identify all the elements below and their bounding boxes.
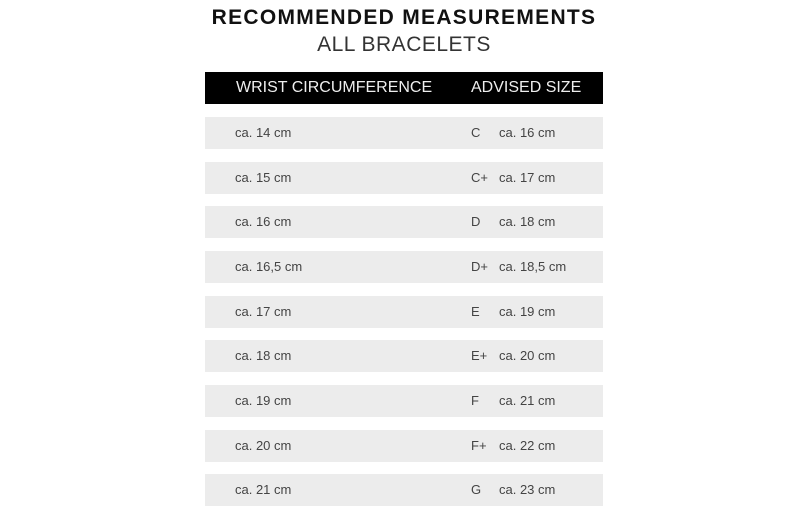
length-cell: ca. 21 cm [499,393,556,408]
size-cell: E+ [471,348,488,363]
wrist-cell: ca. 14 cm [235,125,292,140]
size-cell: F [471,393,479,408]
length-cell: ca. 16 cm [499,125,556,140]
length-cell: ca. 18,5 cm [499,259,567,274]
table-row: ca. 16,5 cm D+ ca. 18,5 cm [205,251,603,283]
size-cell: F+ [471,438,487,453]
length-cell: ca. 17 cm [499,170,556,185]
size-cell: C [471,125,481,140]
page-title: RECOMMENDED MEASUREMENTS [211,6,597,29]
size-cell: E [471,304,480,319]
header-size: ADVISED SIZE [471,79,582,96]
size-cell: D+ [471,259,488,274]
table-row: ca. 21 cm G ca. 23 cm [205,474,603,506]
size-cell: G [471,482,482,497]
length-cell: ca. 20 cm [499,348,556,363]
table-row: ca. 18 cm E+ ca. 20 cm [205,340,603,372]
wrist-cell: ca. 15 cm [235,170,292,185]
table-row: ca. 19 cm F ca. 21 cm [205,385,603,417]
size-cell: D [471,214,481,229]
wrist-cell: ca. 16 cm [235,214,292,229]
length-cell: ca. 22 cm [499,438,556,453]
wrist-cell: ca. 17 cm [235,304,292,319]
table-row: ca. 17 cm E ca. 19 cm [205,296,603,328]
size-cell: C+ [471,170,488,185]
table-row: ca. 16 cm D ca. 18 cm [205,206,603,238]
table-row: ca. 20 cm F+ ca. 22 cm [205,430,603,462]
header-wrist: WRIST CIRCUMFERENCE [236,79,433,96]
table-row: ca. 14 cm C ca. 16 cm [205,117,603,149]
length-cell: ca. 23 cm [499,482,556,497]
wrist-cell: ca. 16,5 cm [235,259,303,274]
wrist-cell: ca. 18 cm [235,348,292,363]
wrist-cell: ca. 20 cm [235,438,292,453]
length-cell: ca. 18 cm [499,214,556,229]
length-cell: ca. 19 cm [499,304,556,319]
wrist-cell: ca. 19 cm [235,393,292,408]
page-subtitle: ALL BRACELETS [317,33,491,56]
table-row: ca. 15 cm C+ ca. 17 cm [205,162,603,194]
table-header: WRIST CIRCUMFERENCE ADVISED SIZE [205,72,603,104]
wrist-cell: ca. 21 cm [235,482,292,497]
